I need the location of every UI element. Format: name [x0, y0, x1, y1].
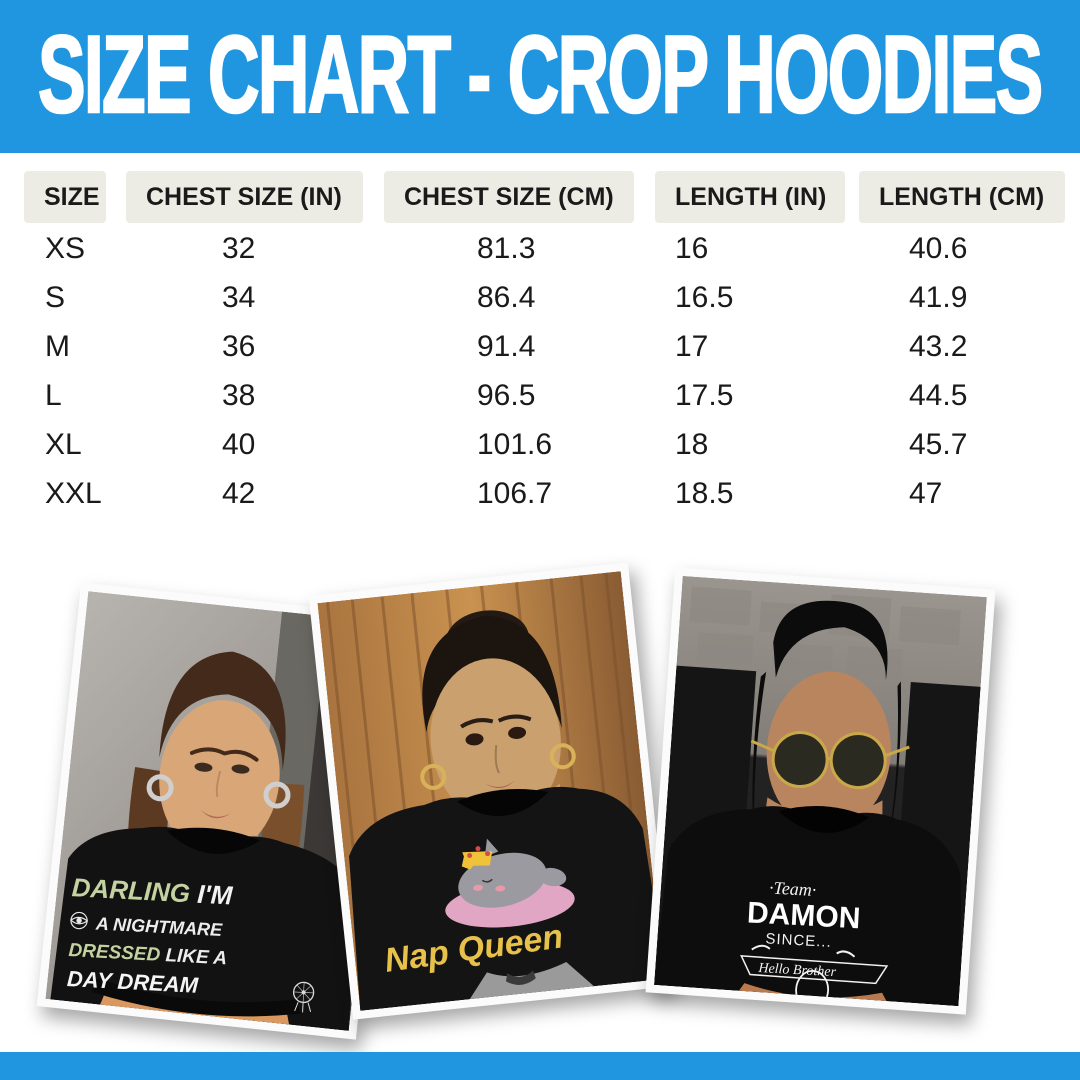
svg-text:·Team·: ·Team·	[769, 878, 817, 900]
svg-text:SINCE...: SINCE...	[765, 930, 832, 950]
svg-text:DAMON: DAMON	[746, 896, 861, 935]
